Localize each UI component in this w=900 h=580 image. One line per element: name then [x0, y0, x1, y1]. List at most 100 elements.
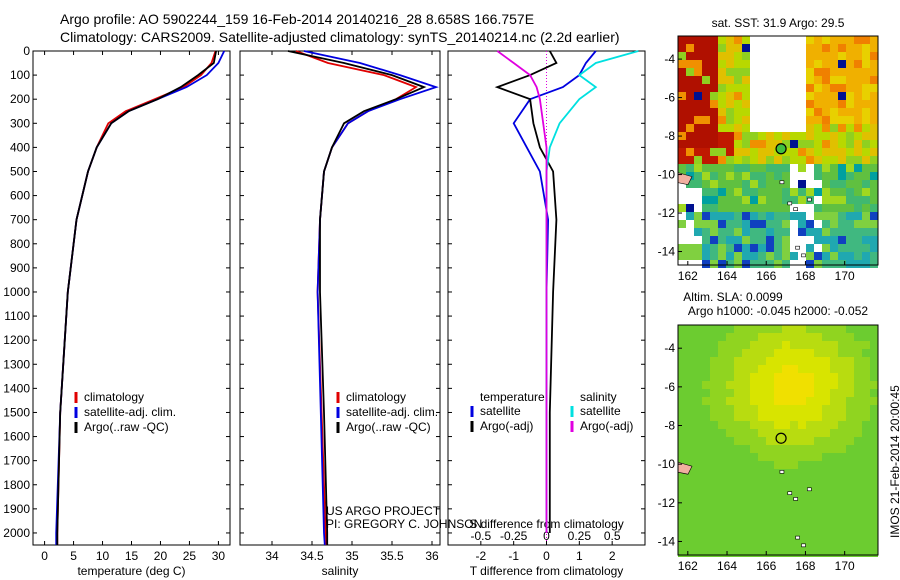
sst-map-cell — [726, 188, 734, 196]
sla-map-cell — [766, 533, 774, 541]
sla-map-cell — [846, 381, 854, 389]
sla-map-cell — [686, 453, 694, 461]
sst-map-cell — [710, 140, 718, 148]
sla-map-cell — [750, 533, 758, 541]
sst-map-cell — [870, 164, 878, 172]
sst-map-cell — [870, 60, 878, 68]
sla-map-cell — [782, 541, 790, 549]
sst-map-cell — [790, 148, 798, 156]
sla-map-cell — [702, 461, 710, 469]
sla-map-cell — [790, 349, 798, 357]
sst-map-cell — [678, 156, 686, 164]
sst-map-cell — [830, 188, 838, 196]
sst-map-cell — [782, 164, 790, 172]
sla-map-cell — [766, 365, 774, 373]
sst-map-cell — [774, 132, 782, 140]
sla-map-cell — [790, 445, 798, 453]
sla-map-cell — [702, 373, 710, 381]
sla-map-cell — [766, 421, 774, 429]
sla-map-cell — [758, 485, 766, 493]
sst-map-cell — [854, 44, 862, 52]
sla-map-cell — [774, 357, 782, 365]
depth-tick-label: 400 — [10, 140, 30, 154]
sla-map-cell — [814, 429, 822, 437]
sst-map-cell — [718, 164, 726, 172]
pi-annotation: PI: GREGORY C. JOHNSON — [326, 517, 482, 531]
sla-map-cell — [870, 517, 878, 525]
sst-map-cell — [766, 188, 774, 196]
difference-top-tick-label: 0.25 — [568, 529, 592, 543]
sla-map-cell — [702, 333, 710, 341]
sla-map-cell — [758, 421, 766, 429]
sla-map-cell — [798, 325, 806, 333]
sla-map-cell — [734, 469, 742, 477]
sst-map-cell — [710, 172, 718, 180]
sst-island-dot — [795, 245, 800, 250]
sla-map-cell — [758, 373, 766, 381]
sst-map-cell — [734, 132, 742, 140]
sla-map-cell — [726, 541, 734, 549]
sst-map-cell — [686, 116, 694, 124]
sla-map-cell — [726, 365, 734, 373]
sst-map-cell — [774, 236, 782, 244]
sla-map-ytick-label: -4 — [664, 341, 675, 355]
sla-map-cell — [766, 445, 774, 453]
sst-map-cell — [734, 244, 742, 252]
sla-map-cell — [718, 397, 726, 405]
sst-map-ytick-label: -8 — [664, 129, 675, 143]
sst-map-cell — [870, 252, 878, 260]
sst-map-cell — [822, 100, 830, 108]
sla-map-cell — [726, 453, 734, 461]
sla-map-cell — [710, 397, 718, 405]
sst-map-cell — [806, 260, 814, 268]
sla-map-cell — [846, 549, 854, 557]
sst-map-cell — [742, 92, 750, 100]
sla-map-cell — [766, 357, 774, 365]
sla-map-cell — [766, 333, 774, 341]
sla-map-cell — [750, 429, 758, 437]
sst-map-cell — [814, 188, 822, 196]
sst-map-cell — [734, 188, 742, 196]
sst-map-cell — [742, 172, 750, 180]
sst-map-cell — [742, 180, 750, 188]
sla-map-cell — [694, 437, 702, 445]
sst-map-cell — [806, 156, 814, 164]
sla-map-cell — [742, 501, 750, 509]
sla-float-marker — [775, 432, 787, 444]
sst-map-cell — [830, 92, 838, 100]
sst-map-cell — [734, 180, 742, 188]
sst-map-cell — [718, 92, 726, 100]
sla-map-cell — [710, 533, 718, 541]
difference-legend-label: Argo(-adj) — [580, 419, 633, 433]
sst-map-ytick-label: -4 — [664, 52, 675, 66]
sla-map-ytick-label: -6 — [664, 380, 675, 394]
sla-map-cell — [710, 421, 718, 429]
sst-map-cell — [726, 204, 734, 212]
sla-map-cell — [798, 477, 806, 485]
sst-map-cell — [782, 172, 790, 180]
sla-map-cell — [830, 533, 838, 541]
sla-map-cell — [750, 485, 758, 493]
sst-map-cell — [774, 180, 782, 188]
sst-map-cell — [702, 36, 710, 44]
sst-map-cell — [742, 132, 750, 140]
sla-map-cell — [774, 389, 782, 397]
sst-map-xtick-label: 170 — [835, 269, 855, 283]
sla-map-cell — [814, 349, 822, 357]
sst-map-cell — [774, 244, 782, 252]
sla-map-cell — [742, 469, 750, 477]
sst-map-cell — [830, 36, 838, 44]
sla-map-cell — [782, 445, 790, 453]
sst-map-cell — [742, 252, 750, 260]
sla-map-cell — [694, 477, 702, 485]
sst-map-cell — [814, 260, 822, 268]
sst-map-cell — [710, 84, 718, 92]
sla-map-cell — [846, 461, 854, 469]
sst-map-cell — [838, 52, 846, 60]
sla-map-cell — [686, 405, 694, 413]
sst-map-cell — [734, 212, 742, 220]
sst-map-cell — [718, 108, 726, 116]
sla-map-cell — [782, 549, 790, 557]
sla-map-frame — [677, 324, 879, 556]
sla-map-cell — [854, 373, 862, 381]
